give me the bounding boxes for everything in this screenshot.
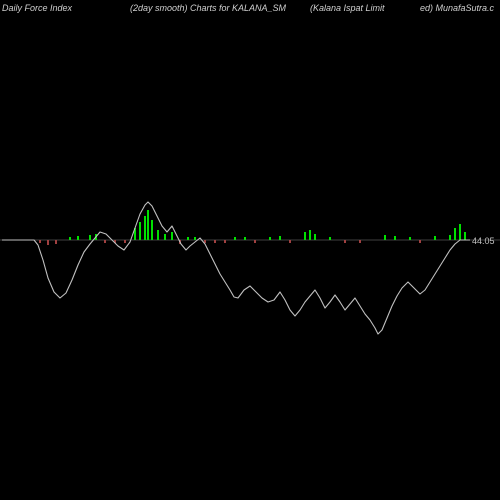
force-index-chart: Daily Force Index (2day smooth) Charts f… <box>0 0 500 500</box>
header-center-right: (Kalana Ispat Limit <box>310 3 385 13</box>
chart-canvas <box>0 0 500 500</box>
y-axis-label: 44.05 <box>472 236 495 246</box>
header-left: Daily Force Index <box>2 3 72 13</box>
header-center-left: (2day smooth) Charts for KALANA_SM <box>130 3 286 13</box>
header-right: ed) MunafaSutra.c <box>420 3 494 13</box>
